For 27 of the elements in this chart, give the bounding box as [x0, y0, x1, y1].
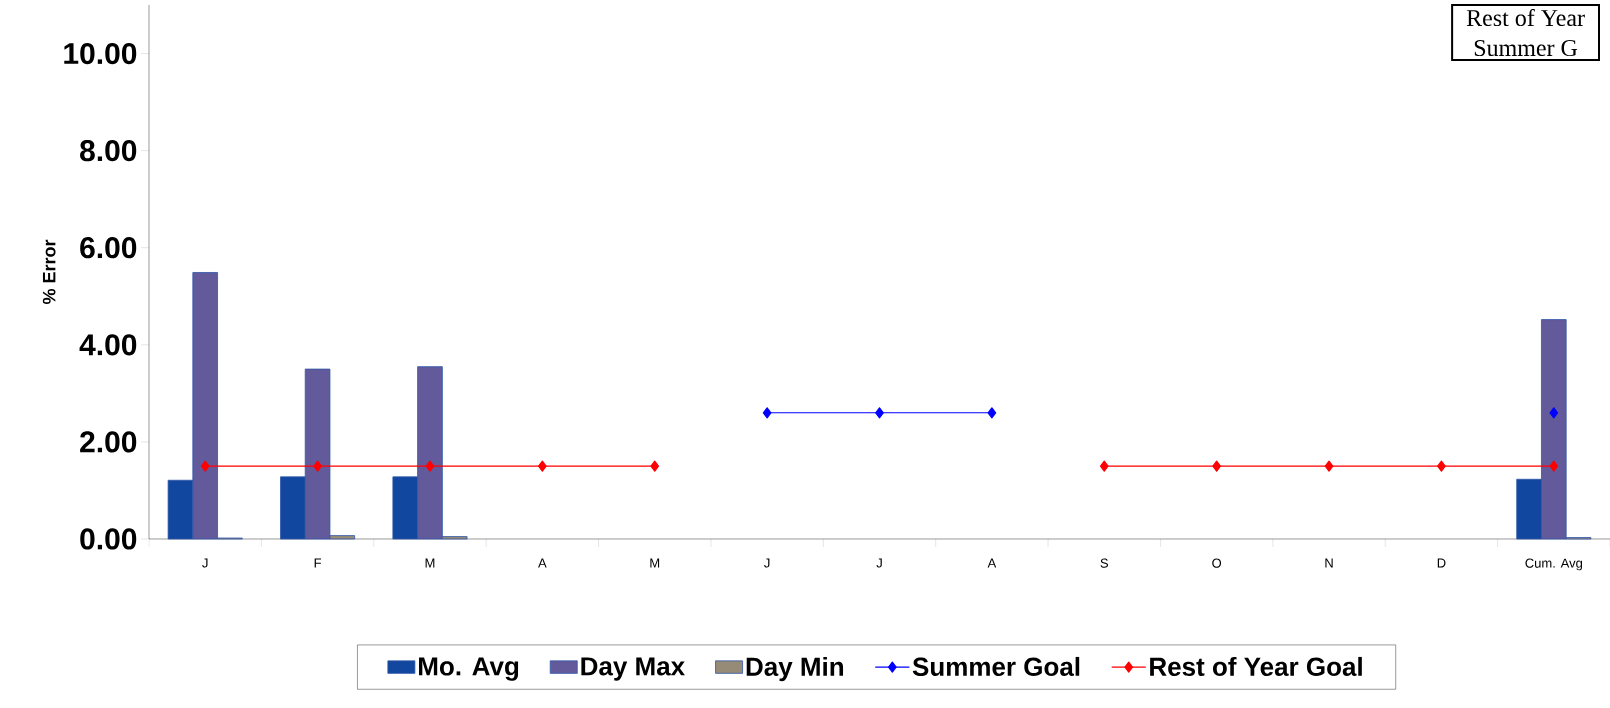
legend-label: Summer Goal	[912, 656, 1080, 677]
legend-label: Day Max	[581, 657, 685, 681]
y-tick-label: 2.00	[80, 431, 137, 453]
y-tick-label: 6.00	[80, 237, 137, 259]
x-tick-label: D	[1437, 558, 1446, 568]
x-tick-label: J	[876, 558, 882, 568]
y-tick-label: 8.00	[80, 140, 137, 162]
y-tick-label: 4.00	[79, 334, 137, 356]
x-tick-label: O	[1212, 558, 1222, 568]
x-tick-label: N	[1325, 558, 1333, 568]
y-axis-title: % Error	[42, 239, 56, 305]
annotation: Rest of Year	[1466, 8, 1585, 27]
x-tick-label: A	[987, 558, 997, 568]
y-tick-label: 10.00	[64, 42, 137, 65]
x-tick-label: A	[538, 558, 547, 568]
x-tick-label: M	[425, 558, 435, 568]
legend-label: Rest of Year Goal	[1150, 656, 1362, 677]
x-tick-label: J	[202, 558, 208, 568]
y-tick-label: 0.00	[80, 528, 137, 550]
x-tick-label: Cum. Avg	[1525, 558, 1582, 571]
x-tick-label: S	[1100, 558, 1109, 568]
legend-label: Mo. Avg	[419, 657, 519, 681]
x-tick-label: M	[650, 558, 660, 568]
annotation: Summer G	[1474, 40, 1578, 57]
x-tick-label: J	[764, 558, 770, 568]
legend-label: Day Min	[746, 656, 844, 682]
x-tick-label: F	[314, 558, 322, 568]
